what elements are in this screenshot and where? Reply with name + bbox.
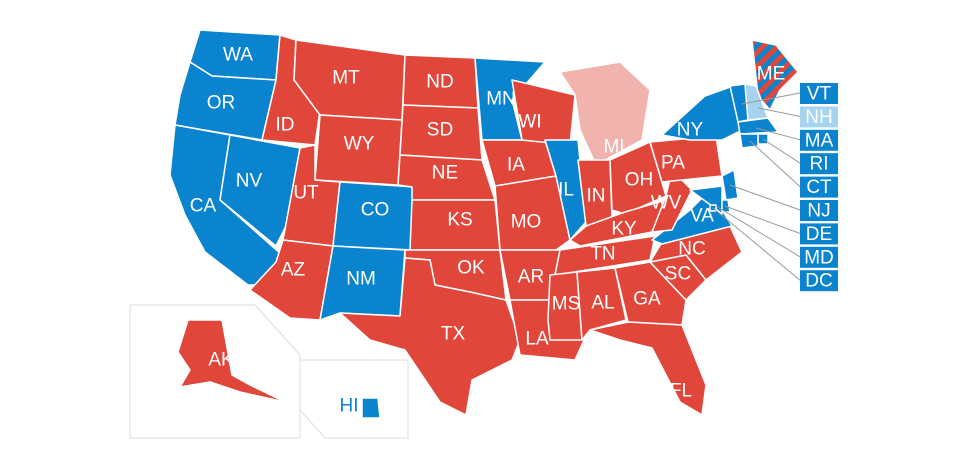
leader-line [729,184,801,211]
state-label-ak: AK [208,350,234,371]
state-label-wi: WI [518,112,541,133]
leader-line [741,92,801,105]
state-label-ms: MS [552,294,581,315]
state-nv[interactable] [219,134,301,247]
small-state-box-vt[interactable]: VT [800,83,838,105]
small-state-swatch [800,270,838,292]
small-state-label: NJ [807,201,830,222]
state-label-me: ME [757,64,786,85]
state-label-wv: WV [651,193,682,214]
state-hi[interactable] [361,397,381,419]
small-state-swatch [800,246,838,268]
state-label-or: OR [207,93,236,114]
leader-line [712,207,801,281]
state-label-ut: UT [293,183,319,204]
alaska-inset-frame [129,304,301,439]
state-label-tn: TN [590,244,615,265]
leader-line [757,107,801,117]
small-state-swatch [800,223,838,245]
small-state-box-md[interactable]: MD [800,246,838,268]
state-label-sc: SC [665,264,691,285]
labels-layer: WA OR CA NV ID MT WY UT AZ CO NM ND SD NE KS OK TX MN IA MO… [190,45,785,417]
small-state-label: CT [806,177,832,198]
hawaii-inset-frame [299,359,409,439]
state-label-id: ID [276,115,295,136]
state-label-nd: ND [426,72,453,93]
state-label-ks: KS [447,210,472,231]
small-state-swatch [800,129,838,151]
state-label-mi: MI [603,137,624,158]
state-al[interactable] [576,267,627,341]
state-label-ok: OK [457,258,485,279]
small-state-label: RI [810,154,829,175]
small-state-box-ri[interactable]: RI [800,153,838,175]
small-state-box-nh[interactable]: NH [800,106,838,128]
small-state-label: MD [804,247,834,268]
state-mn[interactable] [474,57,546,141]
state-label-il: IL [558,180,574,201]
leader-line [715,205,801,258]
state-label-va: VA [690,206,714,227]
small-state-swatch [800,153,838,175]
small-state-box-ma[interactable]: MA [800,129,838,152]
leader-line [762,138,801,164]
state-label-az: AZ [281,260,306,281]
state-label-ar: AR [518,267,544,288]
state-label-pa: PA [661,153,685,174]
small-state-box-de[interactable]: DE [800,223,838,245]
state-label-la: LA [525,329,549,350]
state-label-al: AL [591,293,614,314]
small-state-box-ct[interactable]: CT [800,176,838,199]
state-ma[interactable] [737,117,779,135]
state-label-co: CO [361,200,390,221]
state-label-fl: FL [670,381,692,402]
states-layer [169,29,799,419]
state-label-mt: MT [332,68,360,89]
state-label-hi: HI [340,396,359,417]
leader-line [724,205,801,234]
state-label-oh: OH [625,170,654,191]
small-state-swatch [800,200,838,221]
state-label-ia: IA [507,155,525,176]
state-ga[interactable] [614,261,687,326]
state-mo[interactable] [494,175,571,251]
state-tn[interactable] [554,235,656,276]
small-state-label: DE [806,224,832,245]
state-label-ny: NY [677,120,704,141]
small-state-label: DC [805,271,832,292]
state-label-in: IN [587,186,606,207]
state-label-ca: CA [190,196,217,217]
state-label-nm: NM [346,269,376,290]
state-label-nv: NV [236,171,263,192]
leader-line [755,127,801,141]
state-label-wy: WY [344,134,375,155]
state-tx[interactable] [339,257,521,416]
state-ms[interactable] [547,271,583,341]
state-label-ne: NE [432,163,458,184]
small-state-label: VT [807,84,832,105]
state-il[interactable] [544,139,587,241]
state-ak[interactable] [177,319,286,403]
small-state-swatch [800,106,838,128]
small-state-label: MA [805,130,834,151]
small-state-box-dc[interactable]: DC [800,270,838,292]
state-label-sd: SD [427,120,453,141]
leader-line [749,140,801,187]
state-oh[interactable] [609,141,667,215]
state-label-mo: MO [511,212,542,233]
small-state-box-nj[interactable]: NJ [800,200,838,222]
state-label-ky: KY [611,219,637,240]
state-label-nc: NC [678,239,705,260]
state-label-ga: GA [633,289,661,310]
state-label-wa: WA [223,45,253,66]
small-state-swatch [800,176,838,198]
small-state-swatch [800,83,838,104]
state-fl[interactable] [589,321,707,416]
state-mi[interactable] [559,61,651,166]
state-label-tx: TX [441,324,466,345]
small-state-label: NH [805,107,832,128]
state-label-mn: MN [486,89,516,110]
